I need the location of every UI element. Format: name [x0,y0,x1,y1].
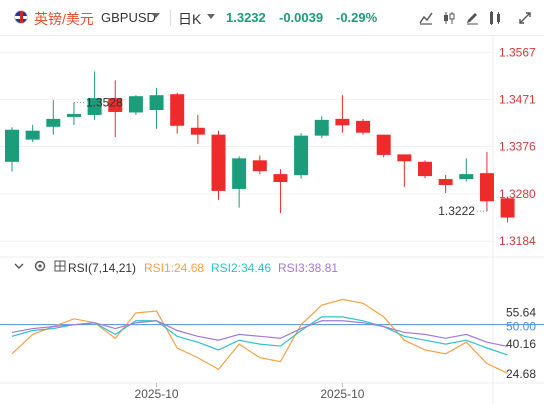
candle-body [149,95,164,110]
rsi-tick-label: 40.16 [506,337,536,351]
candle-body [500,198,515,218]
area-chart-icon[interactable] [418,10,434,26]
price-tick-label: 1.3184 [499,234,536,248]
draw-icon[interactable] [464,10,480,26]
rsi-settings-icon[interactable] [33,259,47,276]
uk-flag-icon [14,10,28,24]
pair-name: 英镑/美元 [34,11,94,27]
rsi-lines [11,298,508,374]
period-dropdown-icon[interactable] [207,14,215,19]
chart-header: 英镑/美元 GBPUSD 日K 1.3232 -0.0039 -0.29% [0,0,544,36]
candle-body [314,119,329,136]
candle-body [87,98,102,115]
rsi-line-rsi3 [11,320,508,348]
rsi-name: RSI(7,14,21) [68,261,137,275]
rsi-table-icon[interactable] [53,259,67,276]
candle-body [211,134,226,191]
rsi-hide-icon[interactable] [12,259,26,276]
last-price: 1.3232 [226,10,266,25]
candle-body [170,94,185,126]
price-tick-label: 1.3471 [499,93,536,107]
symbol-dropdown-icon[interactable] [152,13,160,18]
candlestick-icon[interactable] [441,10,457,26]
price-tick-label: 1.3376 [499,140,536,154]
candle-body [66,113,81,117]
candle-body [273,174,288,183]
rsi-tick-label: 50.00 [506,320,536,334]
candle-body [128,96,143,113]
fullscreen-icon[interactable] [517,10,533,26]
candle-body [397,154,412,162]
candle-body [108,98,123,112]
high-annotation: 1.3528 [86,96,123,110]
rsi2-value: RSI2:34.46 [211,261,272,275]
candle-body [5,129,19,162]
indicator-icon[interactable] [487,10,503,26]
rsi-tick-label: 24.68 [506,367,536,381]
candles [5,71,515,223]
candle-body [376,134,391,155]
candle-body [46,118,61,127]
price-axis: 1.3567 1.3471 1.3376 1.3280 1.3184 [499,45,536,248]
candle-body [294,135,309,176]
candle-body [252,160,267,172]
low-annotation: 1.3222 [438,204,475,218]
candle-body [479,173,494,202]
candle-body [190,127,205,135]
period-selector[interactable]: 日K [178,11,202,27]
price-change-pct: -0.29% [336,10,378,25]
date-tick-label: 2025-10 [320,387,364,401]
symbol-selector[interactable]: GBPUSD [101,10,156,25]
price-annotations: 1.3528 1.3222 [73,96,487,218]
header-divider [170,10,171,26]
rsi3-value: RSI3:38.81 [278,261,339,275]
candle-body [25,130,40,140]
rsi-legend: RSI(7,14,21) RSI1:24.68 RSI2:34.46 RSI3:… [0,258,544,276]
rsi-tick-label: 55.64 [506,306,536,320]
price-grid [0,36,544,404]
candle-body [356,120,371,133]
candle-body [459,174,474,180]
date-tick-label: 2025-10 [135,387,179,401]
candle-body [438,179,453,185]
date-axis: 2025-10 2025-10 [135,383,365,401]
price-change: -0.0039 [279,10,324,25]
price-tick-label: 1.3280 [499,187,536,201]
candle-body [232,158,247,189]
rsi1-value: RSI1:24.68 [144,261,205,275]
candle-body [418,161,432,177]
price-tick-label: 1.3567 [499,45,536,59]
candle-body [335,118,350,126]
